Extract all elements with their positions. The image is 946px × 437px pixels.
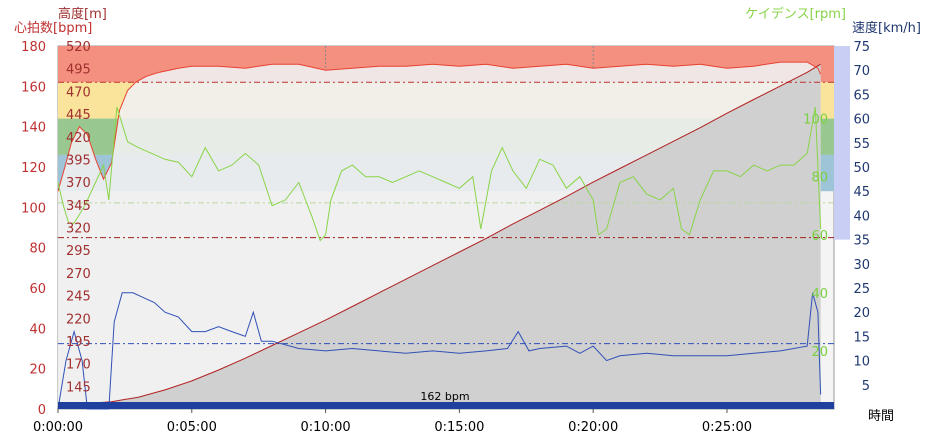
speed-tick-55: 55 bbox=[853, 137, 870, 152]
hr-tick-20: 20 bbox=[29, 363, 46, 378]
time-tick-0: 0:00:00 bbox=[33, 420, 83, 435]
heart-rate-axis-label: 心拍数[bpm] bbox=[14, 21, 92, 36]
alt-tick-245: 245 bbox=[66, 290, 91, 305]
cadence-ticks: 20 40 60 80 100 bbox=[803, 113, 828, 360]
speed-line bbox=[57, 292, 822, 410]
cadence-line bbox=[57, 106, 822, 242]
hr-summary-bar bbox=[58, 402, 834, 409]
hr-summary-label: 162 bpm bbox=[420, 390, 469, 403]
speed-zone-0 bbox=[834, 46, 850, 240]
alt-tick-520: 520 bbox=[66, 40, 91, 55]
alt-tick-470: 470 bbox=[66, 85, 91, 100]
speed-zone-bands bbox=[834, 46, 850, 240]
hr-tick-60: 60 bbox=[29, 282, 46, 297]
alt-tick-420: 420 bbox=[66, 131, 91, 146]
speed-tick-70: 70 bbox=[853, 64, 870, 79]
heart-rate-line bbox=[57, 61, 822, 192]
cad-tick-40: 40 bbox=[811, 287, 828, 302]
alt-tick-445: 445 bbox=[66, 108, 91, 123]
cad-tick-20: 20 bbox=[811, 345, 828, 360]
time-axis-label: 時間 bbox=[868, 409, 894, 424]
speed-tick-75: 75 bbox=[853, 40, 870, 55]
time-tick-3: 0:15:00 bbox=[434, 420, 484, 435]
cad-tick-100: 100 bbox=[803, 113, 828, 128]
time-tick-1: 0:05:00 bbox=[167, 420, 217, 435]
speed-tick-45: 45 bbox=[853, 185, 870, 200]
reference-lines bbox=[58, 81, 834, 345]
altitude-axis-label: 高度[m] bbox=[58, 6, 107, 22]
hr-tick-180: 180 bbox=[21, 40, 46, 55]
speed-ticks: 5 10 15 20 25 30 35 40 45 50 55 60 65 70 75 bbox=[853, 40, 870, 394]
speed-axis-label: 速度[km/h] bbox=[852, 20, 921, 36]
alt-tick-320: 320 bbox=[66, 222, 91, 237]
speed-tick-30: 30 bbox=[853, 258, 870, 273]
speed-tick-50: 50 bbox=[853, 161, 870, 176]
alt-tick-395: 395 bbox=[66, 153, 91, 168]
hr-tick-140: 140 bbox=[21, 121, 46, 136]
altitude-ticks: 145 170 195 220 245 270 295 320 345 370 395 420 445 4… bbox=[66, 40, 91, 395]
speed-tick-15: 15 bbox=[853, 330, 870, 345]
hr-tick-100: 100 bbox=[21, 201, 46, 216]
speed-tick-5: 5 bbox=[862, 379, 870, 394]
alt-tick-195: 195 bbox=[66, 335, 91, 350]
alt-tick-145: 145 bbox=[66, 380, 91, 395]
speed-tick-35: 35 bbox=[853, 234, 870, 249]
time-tick-5: 0:25:00 bbox=[702, 420, 752, 435]
alt-tick-295: 295 bbox=[66, 244, 91, 259]
alt-tick-170: 170 bbox=[66, 358, 91, 373]
hr-tick-40: 40 bbox=[29, 322, 46, 337]
time-tick-2: 0:10:00 bbox=[301, 420, 351, 435]
speed-tick-10: 10 bbox=[853, 355, 870, 370]
heart-rate-ticks: 0 20 40 60 80 100 120 140 160 180 bbox=[21, 40, 46, 418]
time-tick-4: 0:20:00 bbox=[568, 420, 618, 435]
speed-tick-60: 60 bbox=[853, 113, 870, 128]
cadence-axis-label: ケイデンス[rpm] bbox=[745, 6, 846, 22]
alt-tick-495: 495 bbox=[66, 63, 91, 78]
heart-rate-area bbox=[58, 62, 821, 409]
hr-tick-0: 0 bbox=[38, 403, 46, 418]
series-lines bbox=[57, 61, 822, 410]
alt-tick-345: 345 bbox=[66, 199, 91, 214]
cad-tick-60: 60 bbox=[811, 229, 828, 244]
alt-tick-270: 270 bbox=[66, 267, 91, 282]
speed-tick-20: 20 bbox=[853, 306, 870, 321]
speed-tick-25: 25 bbox=[853, 282, 870, 297]
time-ticks: 0:00:00 0:05:00 0:10:00 0:15:00 0:20:00 0:25:… bbox=[33, 409, 752, 435]
hr-tick-120: 120 bbox=[21, 161, 46, 176]
hr-tick-80: 80 bbox=[29, 242, 46, 257]
alt-tick-220: 220 bbox=[66, 312, 91, 327]
altitude-line bbox=[57, 63, 821, 405]
speed-tick-40: 40 bbox=[853, 209, 870, 224]
alt-tick-370: 370 bbox=[66, 176, 91, 191]
altitude-fill-top bbox=[58, 64, 821, 409]
speed-tick-65: 65 bbox=[853, 88, 870, 103]
hr-tick-160: 160 bbox=[21, 80, 46, 95]
cad-tick-80: 80 bbox=[811, 171, 828, 186]
